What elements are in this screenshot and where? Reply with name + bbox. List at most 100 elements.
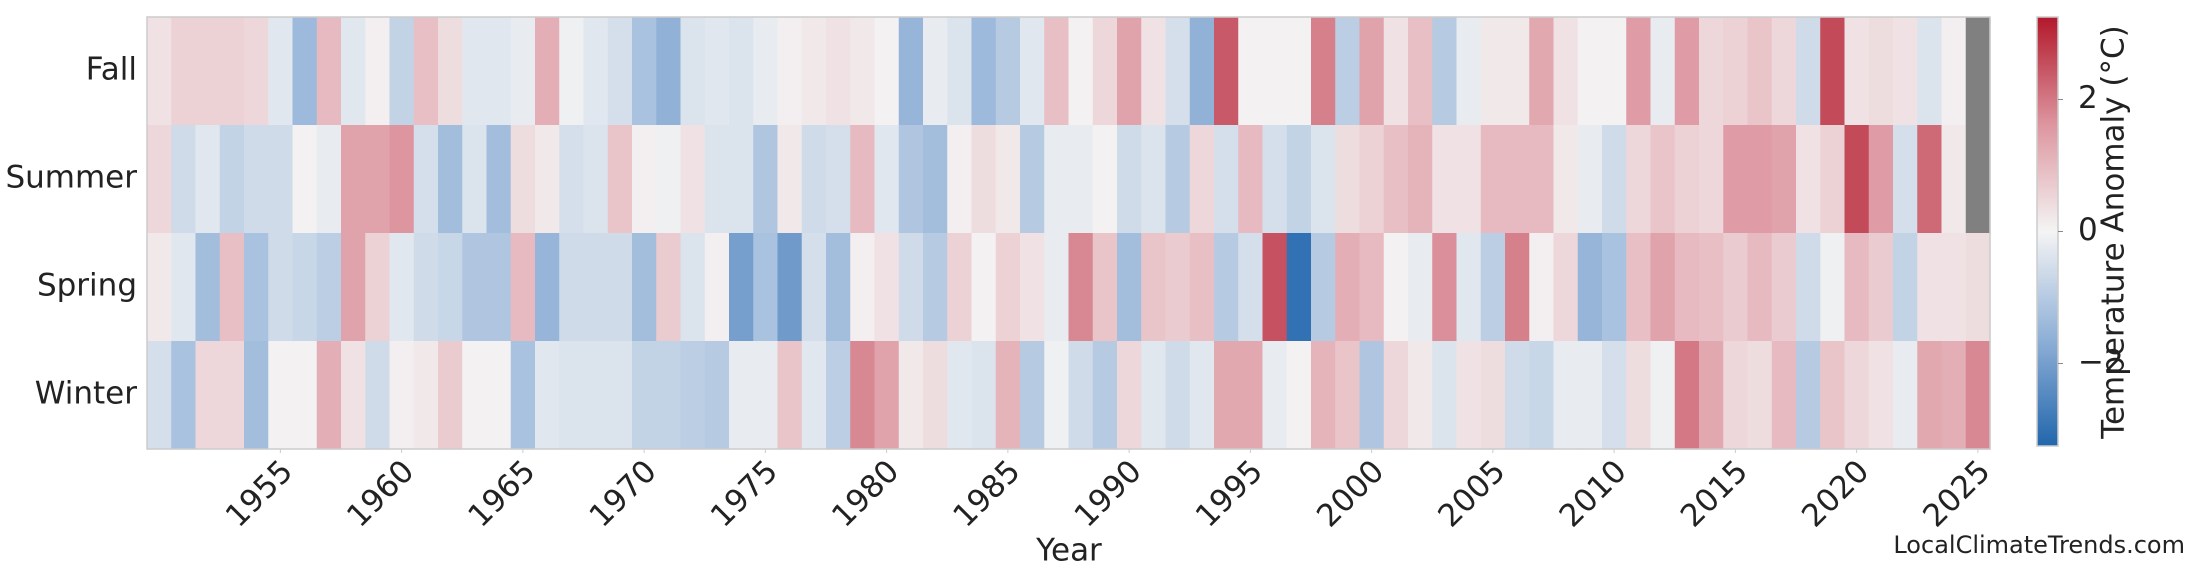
heatmap-cell — [559, 341, 585, 450]
heatmap-cell — [1747, 233, 1773, 342]
heatmap-cell — [632, 125, 657, 234]
heatmap-cell — [510, 341, 536, 450]
heatmap-cell — [1311, 233, 1336, 342]
heatmap-cell — [1262, 341, 1288, 450]
heatmap-cell — [316, 341, 342, 450]
heatmap-cell — [1359, 341, 1385, 450]
heatmap-cell — [1238, 233, 1264, 342]
heatmap-cell — [826, 17, 851, 126]
heatmap-cell — [1383, 233, 1409, 342]
heatmap-cell — [244, 341, 269, 450]
heatmap-cell — [1092, 17, 1118, 126]
heatmap-cell — [995, 341, 1021, 450]
heatmap-cell — [1577, 17, 1603, 126]
heatmap-cell — [462, 125, 488, 234]
x-tick-label: 2025 — [1916, 453, 1997, 534]
heatmap-cell — [1577, 233, 1603, 342]
heatmap-cell — [607, 125, 633, 234]
heatmap-cell — [1529, 233, 1555, 342]
heatmap-cell — [1311, 17, 1336, 126]
heatmap-cell — [1092, 341, 1118, 450]
heatmap-cell — [1820, 17, 1846, 126]
heatmap-cell — [510, 233, 536, 342]
heatmap-cell — [1868, 233, 1894, 342]
heatmap-cell — [438, 341, 463, 450]
heatmap-cell — [801, 233, 827, 342]
heatmap-cell — [850, 233, 876, 342]
heatmap-cell — [1723, 233, 1749, 342]
heatmap-cell — [850, 17, 876, 126]
x-tick-label: 2000 — [1310, 453, 1391, 534]
heatmap-cell — [1335, 233, 1361, 342]
heatmap-cell — [874, 341, 900, 450]
heatmap-cell — [1214, 341, 1239, 450]
heatmap-cell — [389, 233, 415, 342]
x-tick-label: 2010 — [1553, 453, 1634, 534]
heatmap-cell — [1674, 233, 1700, 342]
heatmap-cell — [1941, 341, 1967, 450]
heatmap-cell — [995, 125, 1021, 234]
heatmap-cell — [1044, 17, 1070, 126]
heatmap-cell — [777, 125, 803, 234]
heatmap-cell — [1432, 17, 1458, 126]
heatmap-cell — [1602, 341, 1627, 450]
heatmap-cell — [147, 233, 172, 342]
heatmap-cell — [341, 17, 366, 126]
heatmap-cell — [1553, 233, 1579, 342]
heatmap-cell — [826, 341, 851, 450]
heatmap-cell — [656, 125, 682, 234]
heatmap-cell — [1286, 341, 1312, 450]
heatmap-cell — [1262, 233, 1288, 342]
heatmap-cell — [1068, 17, 1094, 126]
heatmap-cell — [147, 125, 172, 234]
heatmap-cell — [898, 125, 924, 234]
heatmap-cell — [1917, 17, 1943, 126]
heatmap-cell — [195, 17, 221, 126]
heatmap-cell — [801, 125, 827, 234]
heatmap-cell — [1165, 17, 1191, 126]
heatmap-cell — [947, 17, 973, 126]
heatmap-cell — [1092, 233, 1118, 342]
heatmap-cell — [704, 17, 730, 126]
heatmap-cell — [1020, 17, 1045, 126]
heatmap-cell — [680, 341, 706, 450]
heatmap-cell — [704, 233, 730, 342]
heatmap-cell — [1044, 125, 1070, 234]
x-tick-label: 1965 — [461, 453, 542, 534]
x-tick-label: 1990 — [1068, 453, 1149, 534]
heatmap-cell — [947, 233, 973, 342]
x-tick-label: 2015 — [1674, 453, 1755, 534]
heatmap-cell — [510, 17, 536, 126]
heatmap-cell — [1359, 125, 1385, 234]
heatmap-cell — [1432, 341, 1458, 450]
heatmap-cell — [1408, 17, 1433, 126]
heatmap-cell — [1238, 341, 1264, 450]
heatmap-cell — [971, 341, 997, 450]
heatmap-cell — [729, 125, 754, 234]
heatmap-cell — [607, 17, 633, 126]
heatmap-cell — [1189, 233, 1215, 342]
heatmap-cell — [777, 17, 803, 126]
heatmap-cell — [1917, 341, 1943, 450]
colorbar-label: Temperature Anomaly (°C) — [2096, 25, 2132, 439]
heatmap-cell — [632, 233, 657, 342]
heatmap-cell — [1165, 341, 1191, 450]
heatmap-cell — [244, 125, 269, 234]
y-tick-label: Fall — [86, 52, 137, 88]
heatmap-cell — [486, 233, 512, 342]
colorbar — [2036, 16, 2059, 447]
heatmap-cell — [1820, 125, 1846, 234]
heatmap-cell — [1214, 17, 1239, 126]
heatmap-cell — [365, 125, 391, 234]
heatmap-cell — [219, 341, 245, 450]
heatmap-cell — [1553, 125, 1579, 234]
heatmap-cell — [1965, 233, 1991, 342]
heatmap-cell — [1650, 341, 1676, 450]
heatmap-cell — [244, 17, 269, 126]
heatmap-cell — [1068, 341, 1094, 450]
heatmap-cell — [1820, 233, 1846, 342]
heatmap-cell — [292, 233, 318, 342]
x-tick-label: 2020 — [1795, 453, 1876, 534]
heatmap-cell — [1505, 17, 1530, 126]
